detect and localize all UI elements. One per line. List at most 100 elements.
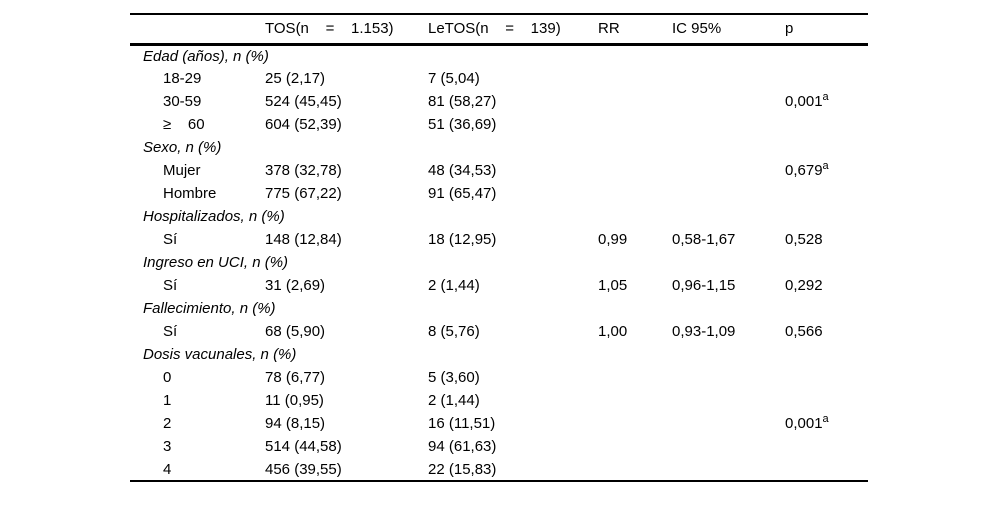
data-row: 3 514 (44,58) 94 (61,63) [130, 435, 868, 458]
rr-value [598, 159, 672, 182]
data-row: 1 11 (0,95) 2 (1,44) [130, 389, 868, 412]
table-header: TOS(n = 1.153) LeTOS(n = 139) RR IC 95% … [130, 14, 868, 44]
section-row: Edad (años), n (%) [130, 44, 868, 67]
p-value [785, 343, 868, 366]
ic95-value [672, 412, 785, 435]
data-row: 2 94 (8,15) 16 (11,51) 0,001a [130, 412, 868, 435]
p-value [785, 389, 868, 412]
ic95-value [672, 297, 785, 320]
section-row: Sexo, n (%) [130, 136, 868, 159]
tos-value: 11 (0,95) [265, 392, 324, 409]
row-label: Sí [163, 323, 178, 340]
section-row: Fallecimiento, n (%) [130, 297, 868, 320]
row-label: Fallecimiento, n (%) [143, 300, 276, 317]
data-row: 18-29 25 (2,17) 7 (5,04) [130, 67, 868, 90]
header-rr: RR [598, 20, 620, 38]
rr-value [598, 67, 672, 90]
rr-value [598, 44, 672, 67]
tos-value: 514 (44,58) [265, 438, 342, 455]
ic95-value [672, 435, 785, 458]
data-row: Mujer 378 (32,78) 48 (34,53) 0,679a [130, 159, 868, 182]
header-p: p [785, 20, 794, 38]
letos-value: 2 (1,44) [428, 392, 480, 409]
p-value: 0,001a [785, 413, 829, 433]
row-label: Hospitalizados, n (%) [143, 208, 285, 225]
p-value [785, 136, 868, 159]
p-superscript: a [822, 91, 829, 103]
rr-value [598, 412, 672, 435]
tos-value: 78 (6,77) [265, 369, 326, 386]
ic95-value [672, 251, 785, 274]
tos-value: 456 (39,55) [265, 460, 342, 478]
row-label: 0 [163, 369, 172, 386]
section-row: Dosis vacunales, n (%) [130, 343, 868, 366]
data-row: 30-59 524 (45,45) 81 (58,27) 0,001a [130, 90, 868, 113]
row-label: 1 [163, 392, 172, 409]
p-value: 0,001a [785, 91, 829, 111]
letos-value [428, 297, 598, 320]
p-value [785, 113, 868, 136]
ic95-value [672, 389, 785, 412]
letos-value: 2 (1,44) [428, 277, 480, 294]
letos-value [428, 44, 598, 67]
section-row: Ingreso en UCI, n (%) [130, 251, 868, 274]
tos-value [265, 136, 428, 159]
letos-value: 94 (61,63) [428, 438, 497, 455]
table: TOS(n = 1.153) LeTOS(n = 139) RR IC 95% … [130, 13, 868, 482]
header-ic95: IC 95% [672, 20, 722, 38]
tos-value: 94 (8,15) [265, 415, 326, 432]
letos-value: 81 (58,27) [428, 93, 497, 110]
header-empty [130, 14, 265, 44]
rr-value: 0,99 [598, 231, 628, 248]
rr-value [598, 113, 672, 136]
tos-value: 524 (45,45) [265, 93, 342, 110]
ic95-value: 0,58-1,67 [672, 231, 736, 248]
rr-value [598, 343, 672, 366]
rr-value [598, 136, 672, 159]
p-value [785, 458, 868, 481]
p-value: 0,292 [785, 277, 823, 294]
p-value: 0,566 [785, 323, 823, 340]
ic95-value [672, 44, 785, 67]
row-label: 30-59 [163, 93, 202, 110]
rr-value: 1,05 [598, 277, 628, 294]
letos-value: 5 (3,60) [428, 369, 480, 386]
row-label: Ingreso en UCI, n (%) [143, 254, 289, 271]
row-label: 2 [163, 415, 172, 432]
row-label: Sí [163, 277, 178, 294]
row-label: 4 [163, 460, 172, 478]
rr-value [598, 205, 672, 228]
p-superscript: a [822, 160, 829, 172]
rr-value [598, 435, 672, 458]
ic95-value [672, 90, 785, 113]
data-row: Hombre 775 (67,22) 91 (65,47) [130, 182, 868, 205]
ic95-value [672, 159, 785, 182]
p-value: 0,528 [785, 231, 823, 248]
ic95-value: 0,96-1,15 [672, 277, 736, 294]
row-label: Dosis vacunales, n (%) [143, 346, 297, 363]
data-row: ≥ 60 604 (52,39) 51 (36,69) [130, 113, 868, 136]
tos-value: 31 (2,69) [265, 277, 326, 294]
p-value [785, 297, 868, 320]
p-value [785, 435, 868, 458]
rr-value [598, 389, 672, 412]
p-value [785, 44, 868, 67]
rr-value [598, 297, 672, 320]
rr-value: 1,00 [598, 323, 628, 340]
tos-value: 378 (32,78) [265, 162, 342, 179]
tos-value [265, 44, 428, 67]
tos-value [265, 205, 428, 228]
tos-value: 775 (67,22) [265, 185, 342, 202]
row-label: 3 [163, 438, 172, 455]
p-value [785, 205, 868, 228]
letos-value: 7 (5,04) [428, 70, 480, 87]
row-label: Sexo, n (%) [143, 139, 222, 156]
ic95-value [672, 205, 785, 228]
letos-value: 22 (15,83) [428, 460, 497, 478]
ic95-value [672, 182, 785, 205]
row-label: 18-29 [163, 70, 202, 87]
letos-value [428, 251, 598, 274]
data-row: 0 78 (6,77) 5 (3,60) [130, 366, 868, 389]
p-value: 0,679a [785, 160, 829, 180]
